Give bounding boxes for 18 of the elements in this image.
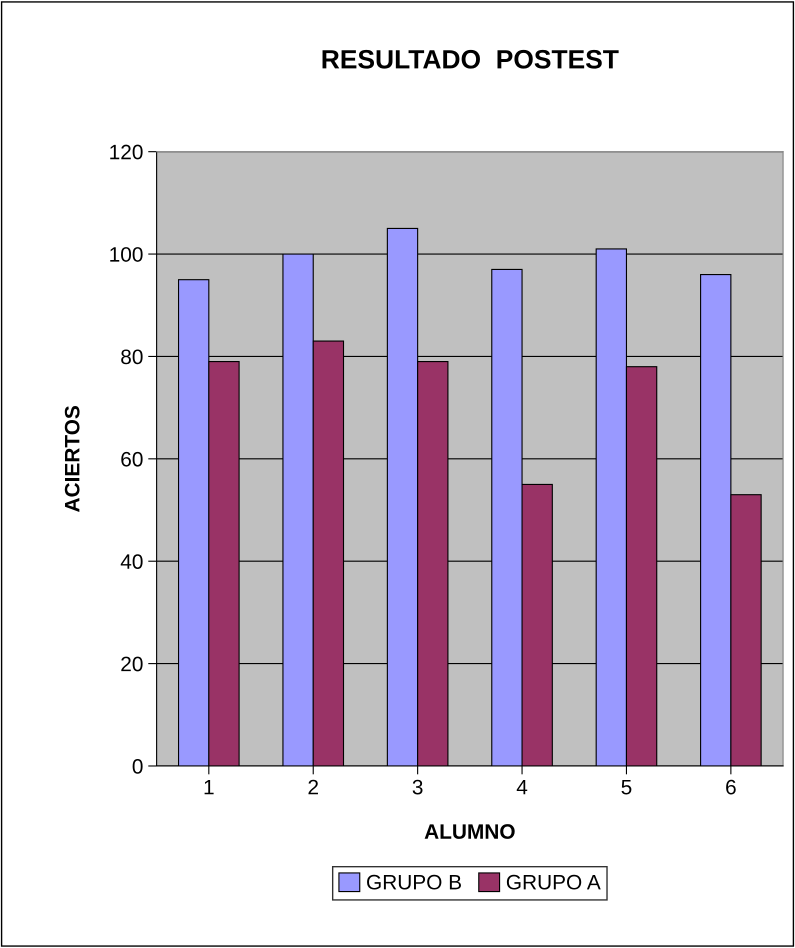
x-axis-title: ALUMNO [424,824,515,839]
y-tick-label: 80 [121,349,143,364]
y-tick-label: 120 [110,144,143,160]
legend-label: GRUPO A [506,874,601,890]
x-tick-label: 5 [622,780,632,794]
y-tick-label: 60 [121,452,143,467]
x-tick-label: 3 [412,780,423,794]
y-tick-label: 0 [132,758,143,774]
x-tick-label: 2 [308,780,318,794]
y-tick-label: 100 [110,247,143,262]
y-axis-title: ACIERTOS [64,406,80,512]
chart-title: RESULTADO POSTEST [322,50,619,69]
legend-label: GRUPO B [367,874,461,890]
x-tick-label: 4 [516,780,528,794]
x-tick-label: 1 [204,780,214,794]
x-tick-label: 6 [726,780,736,794]
y-tick-label: 20 [121,656,143,672]
y-tick-label: 40 [120,554,143,569]
